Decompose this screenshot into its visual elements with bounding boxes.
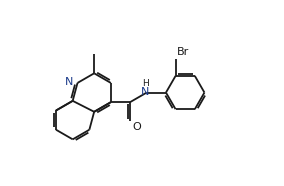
Text: Br: Br <box>176 47 189 57</box>
Text: N: N <box>65 77 74 87</box>
Text: N: N <box>141 87 149 97</box>
Text: H: H <box>142 79 149 88</box>
Text: O: O <box>133 122 141 132</box>
